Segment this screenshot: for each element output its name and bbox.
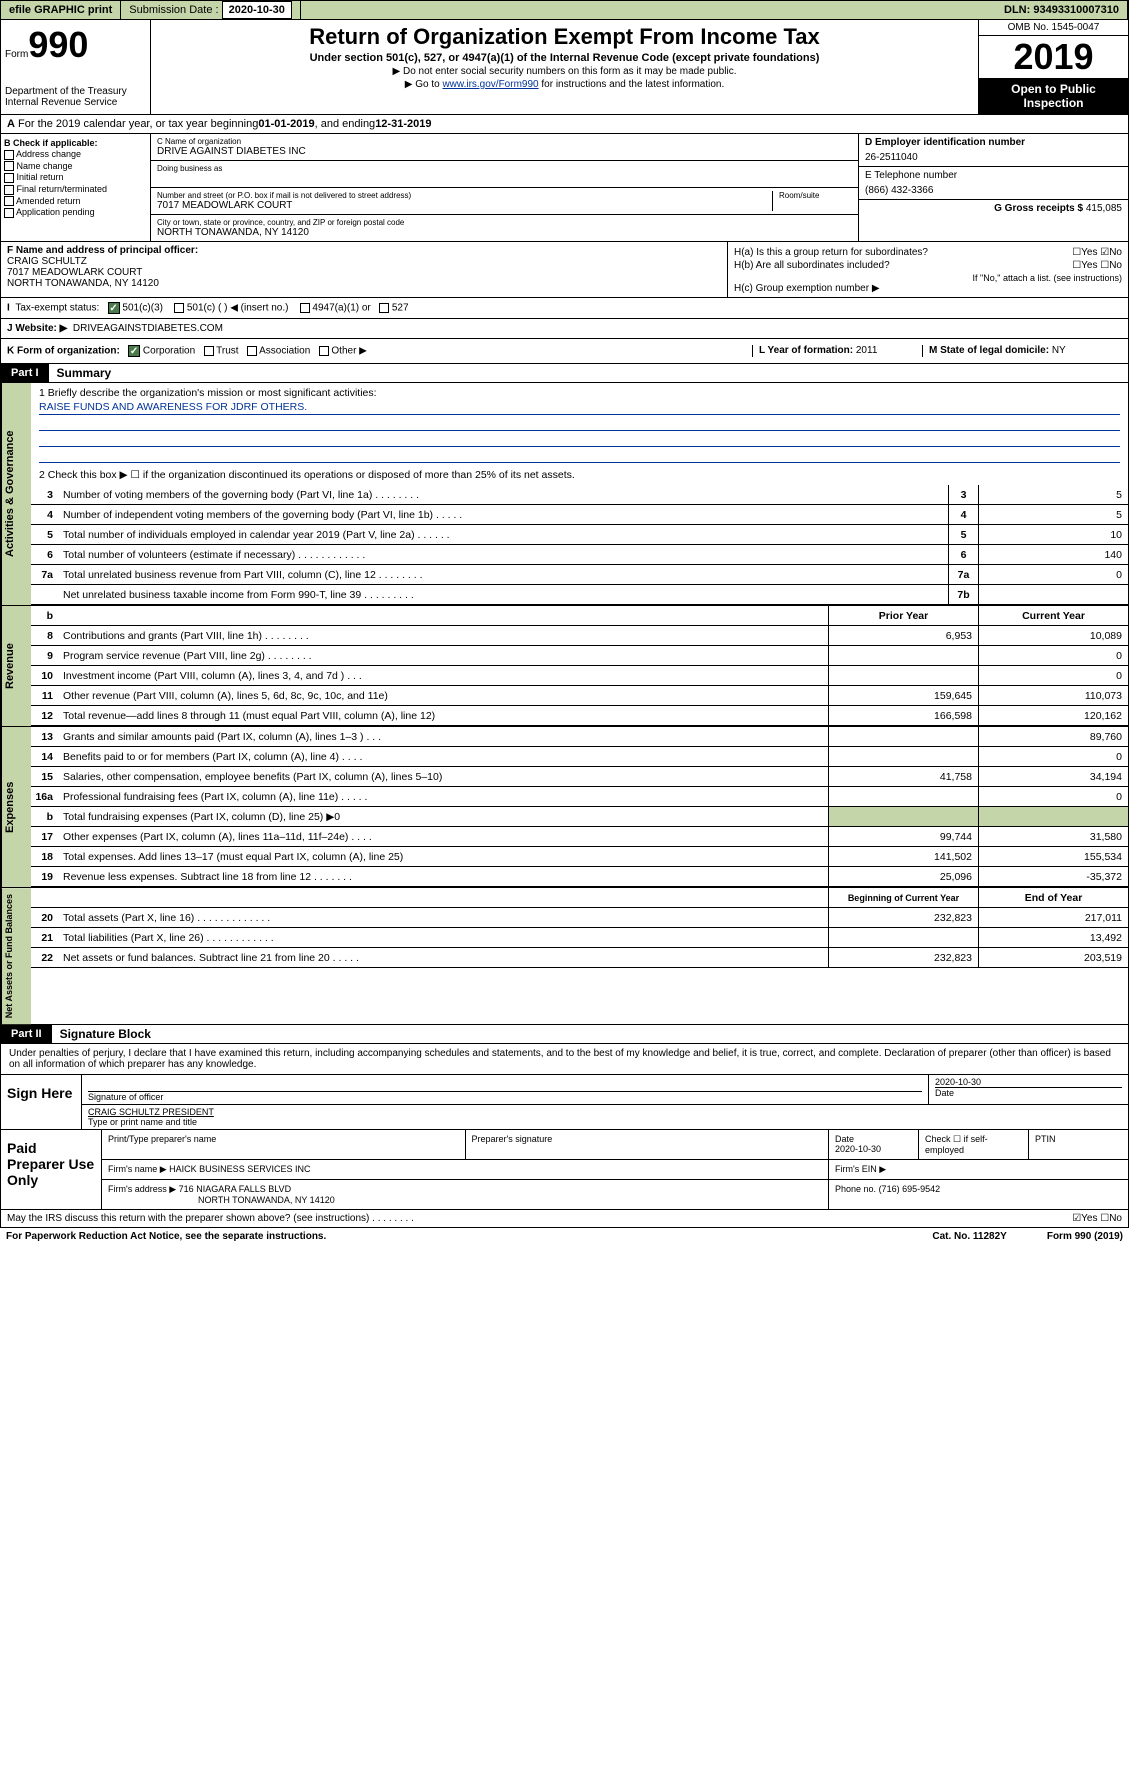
paid-preparer-label: Paid Preparer Use Only xyxy=(1,1130,101,1209)
hb-answer[interactable]: ☐Yes ☐No xyxy=(1072,260,1122,271)
data-line: 15Salaries, other compensation, employee… xyxy=(31,767,1128,787)
box-c: C Name of organization DRIVE AGAINST DIA… xyxy=(151,134,858,241)
vtab-expenses: Expenses xyxy=(1,727,31,887)
data-line: 16aProfessional fundraising fees (Part I… xyxy=(31,787,1128,807)
chk-initial[interactable]: Initial return xyxy=(4,172,147,183)
prep-phone: (716) 695-9542 xyxy=(879,1184,941,1194)
dln: DLN: 93493310007310 xyxy=(996,1,1128,19)
state-domicile: NY xyxy=(1052,345,1066,356)
data-line: 12Total revenue—add lines 8 through 11 (… xyxy=(31,706,1128,726)
gov-line: 5Total number of individuals employed in… xyxy=(31,525,1128,545)
chk-name[interactable]: Name change xyxy=(4,161,147,172)
org-name: DRIVE AGAINST DIABETES INC xyxy=(157,146,852,157)
data-line: 10Investment income (Part VIII, column (… xyxy=(31,666,1128,686)
website-row: J Website: ▶ DRIVEAGAINSTDIABETES.COM xyxy=(0,319,1129,339)
ha-answer[interactable]: ☐Yes ☑No xyxy=(1072,247,1122,258)
gov-line: 7aTotal unrelated business revenue from … xyxy=(31,565,1128,585)
vtab-revenue: Revenue xyxy=(1,606,31,726)
chk-address[interactable]: Address change xyxy=(4,149,147,160)
data-line: 8Contributions and grants (Part VIII, li… xyxy=(31,626,1128,646)
data-line: 22Net assets or fund balances. Subtract … xyxy=(31,948,1128,968)
omb-number: OMB No. 1545-0047 xyxy=(979,20,1128,36)
submission-date: 2020-10-30 xyxy=(222,1,292,19)
year-formation: 2011 xyxy=(856,345,878,356)
chk-final[interactable]: Final return/terminated xyxy=(4,184,147,195)
footer-row: For Paperwork Reduction Act Notice, see … xyxy=(0,1228,1129,1245)
box-b: B Check if applicable: Address change Na… xyxy=(1,134,151,241)
chk-trust[interactable] xyxy=(204,346,214,356)
form-title: Return of Organization Exempt From Incom… xyxy=(155,24,974,50)
chk-4947[interactable] xyxy=(300,303,310,313)
data-line: 9Program service revenue (Part VIII, lin… xyxy=(31,646,1128,666)
section-fh: F Name and address of principal officer:… xyxy=(0,242,1129,298)
note-ssn: ▶ Do not enter social security numbers o… xyxy=(155,66,974,77)
tax-period-row: A For the 2019 calendar year, or tax yea… xyxy=(0,115,1129,134)
box-h: H(a) Is this a group return for subordin… xyxy=(728,242,1128,297)
netassets-section: Net Assets or Fund Balances Beginning of… xyxy=(0,888,1129,1025)
form-header: Form 990 Department of the Treasury Inte… xyxy=(0,20,1129,115)
chk-501c[interactable] xyxy=(174,303,184,313)
chk-corp[interactable]: ✓ xyxy=(128,345,140,357)
part2-header: Part II Signature Block xyxy=(0,1025,1129,1044)
tax-year: 2019 xyxy=(979,36,1128,78)
chk-pending[interactable]: Application pending xyxy=(4,207,147,218)
data-line: 11Other revenue (Part VIII, column (A), … xyxy=(31,686,1128,706)
data-line: 18Total expenses. Add lines 13–17 (must … xyxy=(31,847,1128,867)
note-link: ▶ Go to www.irs.gov/Form990 for instruct… xyxy=(155,79,974,90)
irs-link[interactable]: www.irs.gov/Form990 xyxy=(442,79,538,90)
org-city: NORTH TONAWANDA, NY 14120 xyxy=(157,227,852,238)
mission-text: RAISE FUNDS AND AWARENESS FOR JDRF OTHER… xyxy=(39,401,1120,415)
data-line: 17Other expenses (Part IX, column (A), l… xyxy=(31,827,1128,847)
revenue-section: Revenue b Prior Year Current Year 8Contr… xyxy=(0,606,1129,727)
org-address: 7017 MEADOWLARK COURT xyxy=(157,200,772,211)
box-k: K Form of organization: ✓ Corporation Tr… xyxy=(0,339,1129,364)
chk-501c3[interactable]: ✓ xyxy=(108,302,120,314)
data-line: 19Revenue less expenses. Subtract line 1… xyxy=(31,867,1128,887)
open-public: Open to Public Inspection xyxy=(979,78,1128,114)
discuss-answer[interactable]: ☑Yes ☐No xyxy=(1072,1213,1122,1224)
gov-line: Net unrelated business taxable income fr… xyxy=(31,585,1128,605)
submission-date-cell: Submission Date : 2020-10-30 xyxy=(121,1,301,19)
vtab-netassets: Net Assets or Fund Balances xyxy=(1,888,31,1024)
part1-header: Part I Summary xyxy=(0,364,1129,383)
tax-status-row: I Tax-exempt status: ✓ 501(c)(3) 501(c) … xyxy=(0,298,1129,319)
data-line: 13Grants and similar amounts paid (Part … xyxy=(31,727,1128,747)
governance-section: Activities & Governance 1 Briefly descri… xyxy=(0,383,1129,606)
vtab-governance: Activities & Governance xyxy=(1,383,31,605)
dept-treasury: Department of the Treasury Internal Reve… xyxy=(5,86,146,108)
chk-527[interactable] xyxy=(379,303,389,313)
discuss-row: May the IRS discuss this return with the… xyxy=(0,1210,1129,1228)
sign-here-label: Sign Here xyxy=(1,1075,81,1129)
signature-block: Under penalties of perjury, I declare th… xyxy=(0,1044,1129,1210)
data-line: 20Total assets (Part X, line 16) . . . .… xyxy=(31,908,1128,928)
chk-amended[interactable]: Amended return xyxy=(4,196,147,207)
form-subtitle: Under section 501(c), 527, or 4947(a)(1)… xyxy=(155,52,974,64)
chk-assoc[interactable] xyxy=(247,346,257,356)
gov-line: 3Number of voting members of the governi… xyxy=(31,485,1128,505)
data-line: bTotal fundraising expenses (Part IX, co… xyxy=(31,807,1128,827)
gov-line: 4Number of independent voting members of… xyxy=(31,505,1128,525)
gov-line: 6Total number of volunteers (estimate if… xyxy=(31,545,1128,565)
top-bar: efile GRAPHIC print Submission Date : 20… xyxy=(0,0,1129,20)
efile-label[interactable]: efile GRAPHIC print xyxy=(1,1,121,19)
gross-receipts: 415,085 xyxy=(1086,203,1122,214)
firm-name: HAICK BUSINESS SERVICES INC xyxy=(169,1164,310,1174)
form-number: Form 990 xyxy=(5,24,146,66)
officer-name: CRAIG SCHULTZ PRESIDENT xyxy=(88,1107,1122,1117)
ein: 26-2511040 xyxy=(865,152,1122,163)
data-line: 14Benefits paid to or for members (Part … xyxy=(31,747,1128,767)
data-line: 21Total liabilities (Part X, line 26) . … xyxy=(31,928,1128,948)
website-url[interactable]: DRIVEAGAINSTDIABETES.COM xyxy=(73,323,223,334)
expenses-section: Expenses 13Grants and similar amounts pa… xyxy=(0,727,1129,888)
chk-other[interactable] xyxy=(319,346,329,356)
phone: (866) 432-3366 xyxy=(865,185,1122,196)
box-d: D Employer identification number 26-2511… xyxy=(858,134,1128,241)
box-f: F Name and address of principal officer:… xyxy=(1,242,728,297)
section-bcd: B Check if applicable: Address change Na… xyxy=(0,134,1129,242)
